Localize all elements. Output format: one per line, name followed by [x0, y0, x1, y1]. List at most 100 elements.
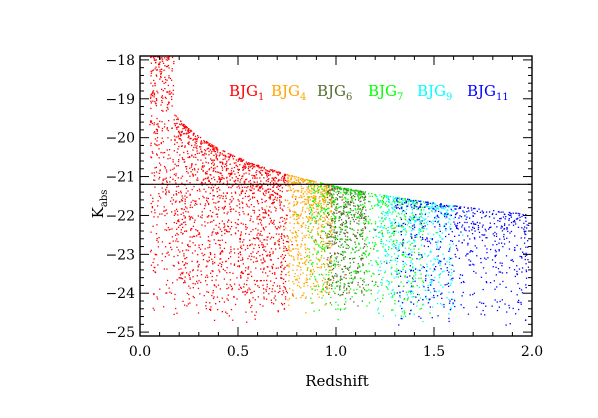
data-point [256, 260, 259, 262]
data-point [321, 186, 323, 188]
data-point [380, 238, 382, 241]
data-point [396, 268, 398, 270]
data-point [435, 244, 438, 246]
data-point [366, 305, 368, 307]
data-point [477, 226, 480, 229]
data-point [506, 227, 508, 229]
data-point [521, 227, 523, 229]
data-point [280, 184, 282, 186]
data-point [408, 280, 410, 283]
data-point [472, 212, 474, 214]
data-point [365, 256, 368, 258]
data-point [178, 277, 180, 279]
data-point [341, 223, 343, 225]
data-point [253, 256, 255, 258]
data-point [307, 201, 309, 203]
data-point [256, 280, 259, 282]
data-point [386, 262, 388, 264]
data-point [508, 304, 510, 307]
data-point [315, 243, 317, 246]
data-point [300, 258, 302, 260]
data-point [388, 284, 390, 286]
data-point [461, 226, 463, 228]
data-point [174, 210, 176, 212]
data-point [175, 182, 177, 184]
data-point [298, 281, 300, 283]
data-point [410, 291, 412, 293]
data-point [296, 214, 299, 216]
data-point [347, 215, 349, 217]
data-point [400, 281, 402, 283]
data-point [330, 203, 332, 205]
data-point [224, 166, 226, 168]
data-point [329, 258, 331, 260]
data-point [201, 252, 203, 254]
data-point [179, 251, 181, 253]
data-point [236, 277, 238, 279]
data-point [255, 257, 258, 259]
data-point [214, 285, 216, 287]
data-point [513, 269, 516, 271]
data-point [355, 193, 357, 195]
data-point [443, 270, 445, 272]
data-point [189, 271, 191, 273]
data-point [236, 298, 238, 300]
data-point [237, 177, 239, 180]
data-point [232, 208, 235, 210]
data-point [161, 121, 163, 123]
data-point [391, 213, 393, 215]
data-point [352, 248, 354, 251]
data-point [373, 284, 375, 287]
data-point [243, 181, 245, 183]
data-point [517, 217, 519, 219]
data-point [325, 303, 327, 305]
data-point [285, 274, 287, 276]
data-point [327, 281, 329, 283]
data-point [248, 166, 250, 168]
data-point [357, 263, 359, 265]
data-point [409, 220, 411, 222]
data-point [420, 211, 422, 213]
data-point [217, 201, 219, 203]
data-point [237, 223, 239, 226]
data-point [268, 188, 270, 190]
data-point [224, 150, 226, 153]
data-point [279, 207, 281, 209]
data-point [407, 254, 410, 256]
data-point [436, 214, 439, 216]
data-point [239, 238, 241, 240]
data-point [402, 290, 404, 292]
data-point [152, 69, 154, 71]
data-point [483, 302, 485, 305]
data-point [380, 212, 383, 214]
data-point [182, 212, 184, 214]
data-point [247, 213, 250, 215]
data-point [472, 250, 474, 253]
data-point [334, 236, 337, 239]
data-point [324, 201, 326, 203]
data-point [244, 186, 246, 188]
data-point [259, 182, 261, 185]
data-point [174, 213, 177, 215]
data-point [323, 199, 325, 201]
data-point [395, 276, 397, 278]
data-point [313, 310, 315, 312]
data-point [172, 282, 174, 284]
data-point [412, 278, 414, 280]
data-point [323, 203, 325, 205]
data-point [235, 183, 237, 185]
data-point [404, 269, 407, 272]
data-point [211, 159, 213, 161]
data-point [415, 234, 418, 236]
data-point [404, 262, 406, 264]
data-point [382, 198, 384, 200]
data-point [250, 204, 253, 206]
data-point [171, 228, 173, 230]
data-point [174, 139, 176, 142]
data-point [300, 254, 302, 256]
data-point [150, 121, 152, 124]
data-point [238, 185, 240, 187]
data-point [266, 172, 268, 174]
data-point [451, 210, 453, 212]
data-point [221, 177, 223, 179]
